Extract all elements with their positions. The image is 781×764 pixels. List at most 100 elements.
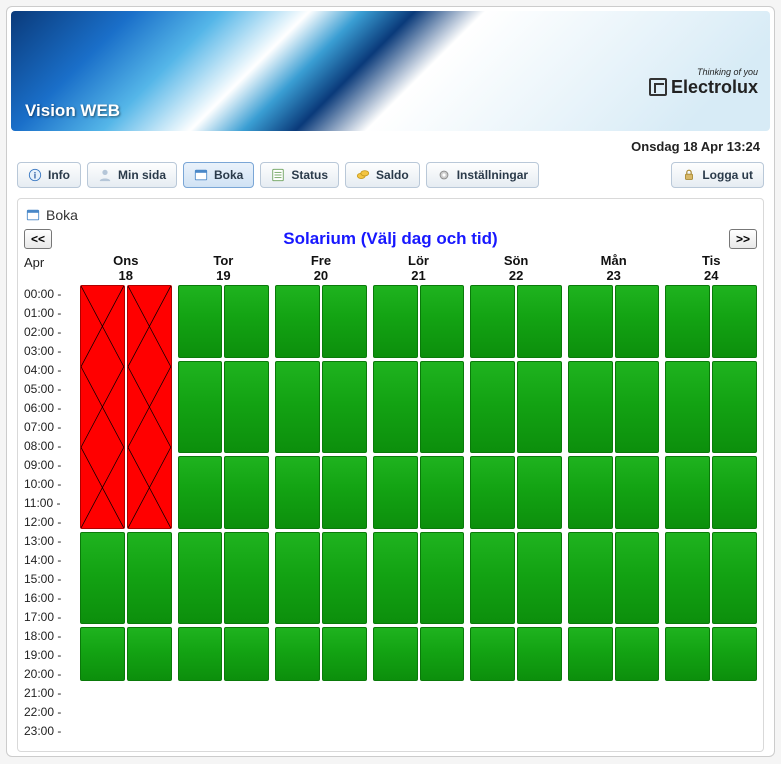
slot-available[interactable] xyxy=(615,285,660,358)
info-icon: i xyxy=(28,168,42,182)
next-week-button[interactable]: >> xyxy=(729,229,757,249)
hour-label: 01:00 - xyxy=(24,304,80,323)
prev-week-button[interactable]: << xyxy=(24,229,52,249)
slot-available[interactable] xyxy=(615,532,660,624)
slot-available[interactable] xyxy=(470,456,515,529)
status-button[interactable]: Status xyxy=(260,162,339,188)
slot-available[interactable] xyxy=(470,361,515,453)
calendar-title: Solarium (Välj dag och tid) xyxy=(52,229,729,249)
slot-available[interactable] xyxy=(517,532,562,624)
slot-available[interactable] xyxy=(224,285,269,358)
hour-label: 13:00 - xyxy=(24,532,80,551)
logga-ut-button[interactable]: Logga ut xyxy=(671,162,764,188)
slot-available[interactable] xyxy=(470,285,515,358)
slot-available[interactable] xyxy=(420,627,465,681)
slot-available[interactable] xyxy=(712,532,757,624)
user-icon xyxy=(98,168,112,182)
slot-available[interactable] xyxy=(665,627,710,681)
slot-available[interactable] xyxy=(665,532,710,624)
slot-available[interactable] xyxy=(517,285,562,358)
installningar-button[interactable]: Inställningar xyxy=(426,162,539,188)
slot-available[interactable] xyxy=(322,285,367,358)
slot-available[interactable] xyxy=(275,627,320,681)
slot-available[interactable] xyxy=(568,456,613,529)
hour-label: 03:00 - xyxy=(24,342,80,361)
slot-available[interactable] xyxy=(568,361,613,453)
slot-available[interactable] xyxy=(712,627,757,681)
day-subcolumn xyxy=(568,285,613,681)
slot-available[interactable] xyxy=(322,627,367,681)
boka-button[interactable]: Boka xyxy=(183,162,254,188)
slot-available[interactable] xyxy=(568,285,613,358)
slot-available[interactable] xyxy=(665,361,710,453)
slot-available[interactable] xyxy=(373,532,418,624)
day-subcolumn xyxy=(178,285,223,681)
hour-label: 05:00 - xyxy=(24,380,80,399)
slot-available[interactable] xyxy=(224,456,269,529)
day-column: Tis24 xyxy=(665,253,757,741)
day-subcolumn xyxy=(373,285,418,681)
slot-available[interactable] xyxy=(517,361,562,453)
svg-text:i: i xyxy=(34,171,36,181)
info-button[interactable]: i Info xyxy=(17,162,81,188)
slot-available[interactable] xyxy=(665,285,710,358)
slot-available[interactable] xyxy=(665,456,710,529)
slot-available[interactable] xyxy=(420,532,465,624)
slot-available[interactable] xyxy=(420,456,465,529)
slot-available[interactable] xyxy=(373,627,418,681)
slot-available[interactable] xyxy=(322,532,367,624)
day-column: Fre20 xyxy=(275,253,367,741)
slot-available[interactable] xyxy=(615,456,660,529)
hour-label: 18:00 - xyxy=(24,627,80,646)
slot-available[interactable] xyxy=(517,627,562,681)
slot-available[interactable] xyxy=(178,361,223,453)
calendar-grid: Apr 00:00 -01:00 -02:00 -03:00 -04:00 -0… xyxy=(24,253,757,741)
slot-available[interactable] xyxy=(322,456,367,529)
slot-available[interactable] xyxy=(712,285,757,358)
slot-available[interactable] xyxy=(275,456,320,529)
slot-available[interactable] xyxy=(322,361,367,453)
min-sida-button[interactable]: Min sida xyxy=(87,162,177,188)
month-label: Apr xyxy=(24,253,80,285)
main-toolbar: i Info Min sida Boka Status Saldo Instäl… xyxy=(11,158,770,198)
slot-available[interactable] xyxy=(178,285,223,358)
installningar-label: Inställningar xyxy=(457,168,528,182)
slot-available[interactable] xyxy=(127,532,172,624)
slot-available[interactable] xyxy=(373,285,418,358)
slot-available[interactable] xyxy=(420,285,465,358)
hour-label: 08:00 - xyxy=(24,437,80,456)
brand-name: Electrolux xyxy=(671,77,758,97)
day-subcolumn xyxy=(665,285,710,681)
slot-available[interactable] xyxy=(275,285,320,358)
slot-available[interactable] xyxy=(615,361,660,453)
day-body xyxy=(275,285,367,681)
slot-available[interactable] xyxy=(275,361,320,453)
saldo-button[interactable]: Saldo xyxy=(345,162,420,188)
slot-available[interactable] xyxy=(568,627,613,681)
slot-available[interactable] xyxy=(127,627,172,681)
slot-available[interactable] xyxy=(470,532,515,624)
slot-available[interactable] xyxy=(80,627,125,681)
slot-available[interactable] xyxy=(178,532,223,624)
panel-head: Boka xyxy=(24,205,757,229)
slot-available[interactable] xyxy=(470,627,515,681)
slot-available[interactable] xyxy=(224,361,269,453)
slot-available[interactable] xyxy=(517,456,562,529)
slot-available[interactable] xyxy=(80,532,125,624)
slot-available[interactable] xyxy=(712,361,757,453)
boka-panel: Boka << Solarium (Välj dag och tid) >> A… xyxy=(17,198,764,752)
panel-title: Boka xyxy=(46,207,78,223)
hour-label: 22:00 - xyxy=(24,703,80,722)
slot-available[interactable] xyxy=(568,532,613,624)
slot-available[interactable] xyxy=(224,627,269,681)
slot-available[interactable] xyxy=(373,456,418,529)
slot-available[interactable] xyxy=(420,361,465,453)
hour-label: 19:00 - xyxy=(24,646,80,665)
slot-available[interactable] xyxy=(615,627,660,681)
slot-available[interactable] xyxy=(712,456,757,529)
slot-available[interactable] xyxy=(224,532,269,624)
slot-available[interactable] xyxy=(275,532,320,624)
slot-available[interactable] xyxy=(178,456,223,529)
slot-available[interactable] xyxy=(178,627,223,681)
slot-available[interactable] xyxy=(373,361,418,453)
